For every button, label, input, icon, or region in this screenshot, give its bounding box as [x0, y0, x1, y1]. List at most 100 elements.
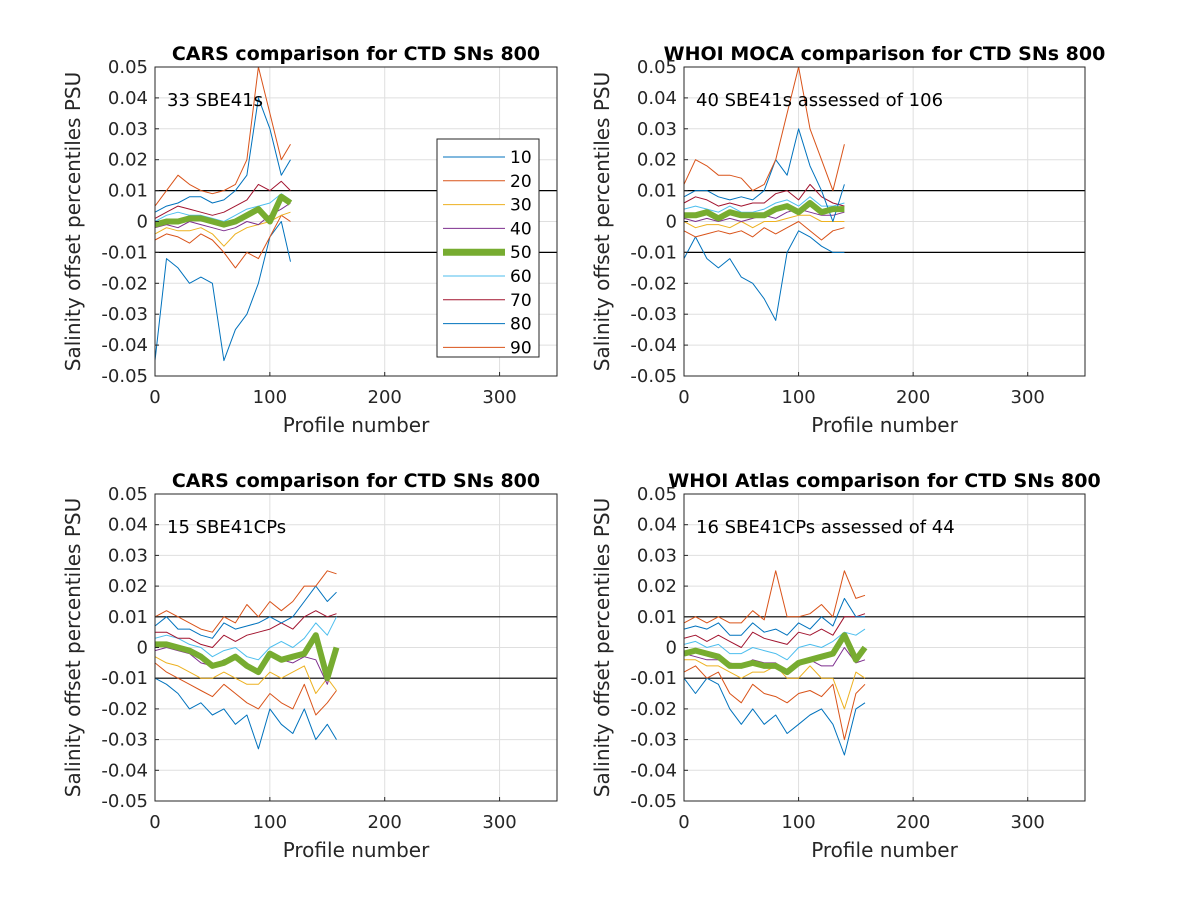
y-tick-label: 0.02: [108, 150, 148, 171]
series-line-p30: [684, 214, 845, 229]
series-line-p70: [155, 180, 291, 219]
y-tick-label: 0: [666, 638, 677, 659]
legend-entry: 60: [510, 267, 532, 287]
y-tick-label: -0.04: [630, 760, 677, 781]
y-tick-label: 0.04: [637, 88, 677, 109]
series-line-p50: [684, 200, 845, 222]
y-tick-label: 0.05: [108, 57, 148, 78]
legend: 10 20 30 40 50 60 70 80 90: [436, 138, 540, 358]
x-tick-label: 100: [781, 812, 815, 833]
x-tick-label: 300: [1011, 387, 1045, 408]
series-line-p10: [155, 677, 337, 750]
x-axis-label: Profile number: [811, 413, 958, 437]
legend-entry: 80: [510, 315, 532, 335]
y-tick-label: -0.02: [101, 273, 148, 294]
y-tick-label: 0: [137, 212, 148, 233]
y-tick-label: 0.04: [108, 88, 148, 109]
series-group: [684, 67, 845, 321]
y-tick-label: -0.05: [630, 791, 677, 812]
y-tick-label: -0.03: [101, 304, 148, 325]
series-line-p30: [155, 656, 337, 694]
series-line-p70: [155, 610, 337, 648]
legend-entry: 50: [510, 243, 532, 263]
x-tick-label: 300: [482, 812, 516, 833]
series-line-p70: [684, 183, 845, 207]
x-tick-label: 0: [149, 387, 160, 408]
x-axis-label: Profile number: [811, 838, 958, 862]
chart-title: WHOI Atlas comparison for CTD SNs 800: [668, 470, 1100, 492]
y-tick-label: 0.03: [637, 119, 677, 140]
chart-title: CARS comparison for CTD SNs 800: [172, 43, 540, 65]
y-tick-label: -0.04: [101, 335, 148, 356]
x-tick-label: 100: [781, 387, 815, 408]
y-tick-label: -0.01: [630, 242, 677, 263]
y-axis-label: Salinity offset percentiles PSU: [590, 72, 614, 371]
grid: [683, 493, 1085, 802]
series-line-p50: [684, 632, 868, 676]
y-tick-label: -0.05: [630, 366, 677, 387]
x-tick-label: 100: [253, 812, 287, 833]
series-line-p50: [155, 632, 340, 682]
y-tick-label: -0.02: [630, 699, 677, 720]
y-tick-label: 0.03: [637, 545, 677, 566]
series-line-p20: [684, 665, 866, 741]
annotation-text: 16 SBE41CPs assessed of 44: [696, 517, 955, 538]
series-line-p90: [684, 67, 845, 192]
series-line-p20: [684, 221, 845, 241]
y-tick-label: -0.03: [101, 730, 148, 751]
subplot-1: -0.05 -0.04 -0.03 -0.02 -0.01 0 0.01 0.02 0.03 0.…: [61, 43, 558, 437]
y-tick-label: 0.01: [108, 607, 148, 628]
chart-title: WHOI MOCA comparison for CTD SNs 800: [664, 43, 1106, 65]
y-tick-label: -0.04: [630, 335, 677, 356]
y-tick-label: 0: [666, 212, 677, 233]
series-line-p10: [684, 677, 866, 756]
y-tick-label: 0.03: [108, 545, 148, 566]
legend-entry: 40: [510, 219, 532, 239]
y-tick-label: -0.05: [101, 366, 148, 387]
grid: [154, 493, 557, 802]
x-tick-label: 200: [896, 387, 930, 408]
y-tick-label: 0.01: [637, 607, 677, 628]
series-line-p70: [684, 613, 866, 648]
y-tick-label: 0.04: [637, 515, 677, 536]
y-tick-label: 0.03: [108, 119, 148, 140]
legend-entry: 30: [510, 196, 532, 216]
y-tick-label: 0.02: [637, 576, 677, 597]
y-tick-label: 0.01: [108, 181, 148, 202]
legend-entry: 10: [510, 148, 532, 168]
y-tick-label: -0.03: [630, 730, 677, 751]
series-line-p90: [155, 67, 291, 207]
y-tick-label: -0.04: [101, 760, 148, 781]
y-tick-label: 0.05: [108, 484, 148, 505]
series-line-p80: [684, 128, 845, 222]
annotation-text: 40 SBE41s assessed of 106: [696, 90, 943, 111]
series-group: [155, 570, 340, 750]
series-line-p80: [684, 597, 865, 636]
series-line-p80: [155, 585, 337, 639]
y-tick-label: -0.01: [101, 242, 148, 263]
y-tick-label: 0.05: [637, 57, 677, 78]
y-tick-label: 0: [137, 638, 148, 659]
y-axis-label: Salinity offset percentiles PSU: [590, 498, 614, 797]
series-group: [684, 570, 868, 756]
x-tick-label: 0: [678, 812, 689, 833]
series-line-p10: [684, 230, 845, 321]
legend-entry: 20: [510, 172, 532, 192]
x-tick-label: 200: [368, 387, 402, 408]
subplot-2: -0.05 -0.04 -0.03 -0.02 -0.01 0 0.01 0.02 0.03 0.…: [590, 43, 1105, 437]
y-tick-label: -0.02: [101, 699, 148, 720]
series-line-p20: [155, 214, 291, 269]
series-line-p60: [155, 616, 337, 661]
y-tick-label: -0.01: [630, 668, 677, 689]
y-tick-label: -0.05: [101, 791, 148, 812]
series-line-p60: [684, 628, 866, 661]
x-tick-label: 200: [896, 812, 930, 833]
series-line-p20: [155, 662, 337, 716]
y-tick-label: 0.05: [637, 484, 677, 505]
x-tick-label: 200: [368, 812, 402, 833]
y-tick-label: 0.02: [637, 150, 677, 171]
y-tick-label: 0.02: [108, 576, 148, 597]
x-axis-label: Profile number: [283, 413, 430, 437]
series-line-p50: [155, 193, 293, 228]
